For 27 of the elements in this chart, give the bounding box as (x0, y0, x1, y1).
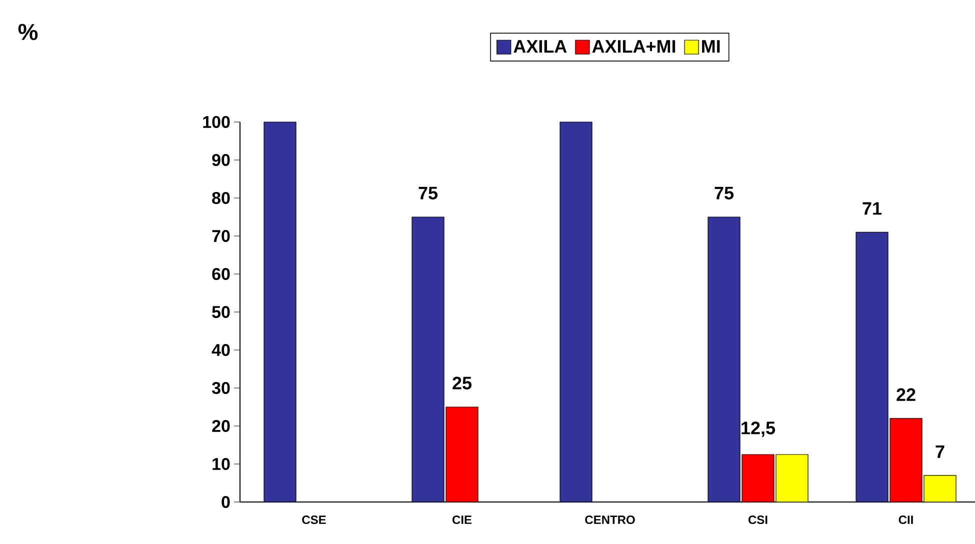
y-tick-label: 90 (212, 154, 230, 166)
y-tick-label: 80 (212, 192, 230, 204)
x-tick-label: CENTRO (585, 516, 635, 524)
y-tick-label: 0 (222, 496, 230, 508)
data-label: 7 (936, 445, 944, 458)
y-tick-label: 30 (212, 382, 230, 394)
data-label: 71 (862, 202, 882, 215)
y-tick-label: 10 (212, 458, 230, 470)
x-tick-label: CIE (452, 516, 472, 524)
y-tick-label: 70 (212, 230, 230, 242)
y-tick-label: 40 (212, 344, 230, 356)
data-label: 25 (452, 376, 472, 390)
legend-label: MI (702, 40, 720, 53)
legend-label: AXILA (514, 40, 567, 53)
y-tick-label: 50 (212, 306, 230, 318)
x-tick-label: CII (898, 516, 913, 524)
data-label: 12,5 (742, 422, 776, 437)
x-tick-label: CSI (748, 516, 768, 524)
data-label: 75 (418, 186, 438, 200)
data-label: 22 (896, 388, 916, 401)
text: % (18, 24, 38, 40)
legend-label: AXILA+MI (592, 40, 676, 53)
y-tick-label: 60 (212, 268, 230, 280)
data-label: 75 (714, 186, 734, 200)
x-tick-label: CSE (302, 516, 326, 524)
y-tick-label: 20 (212, 420, 230, 432)
y-tick-label: 100 (203, 116, 230, 128)
